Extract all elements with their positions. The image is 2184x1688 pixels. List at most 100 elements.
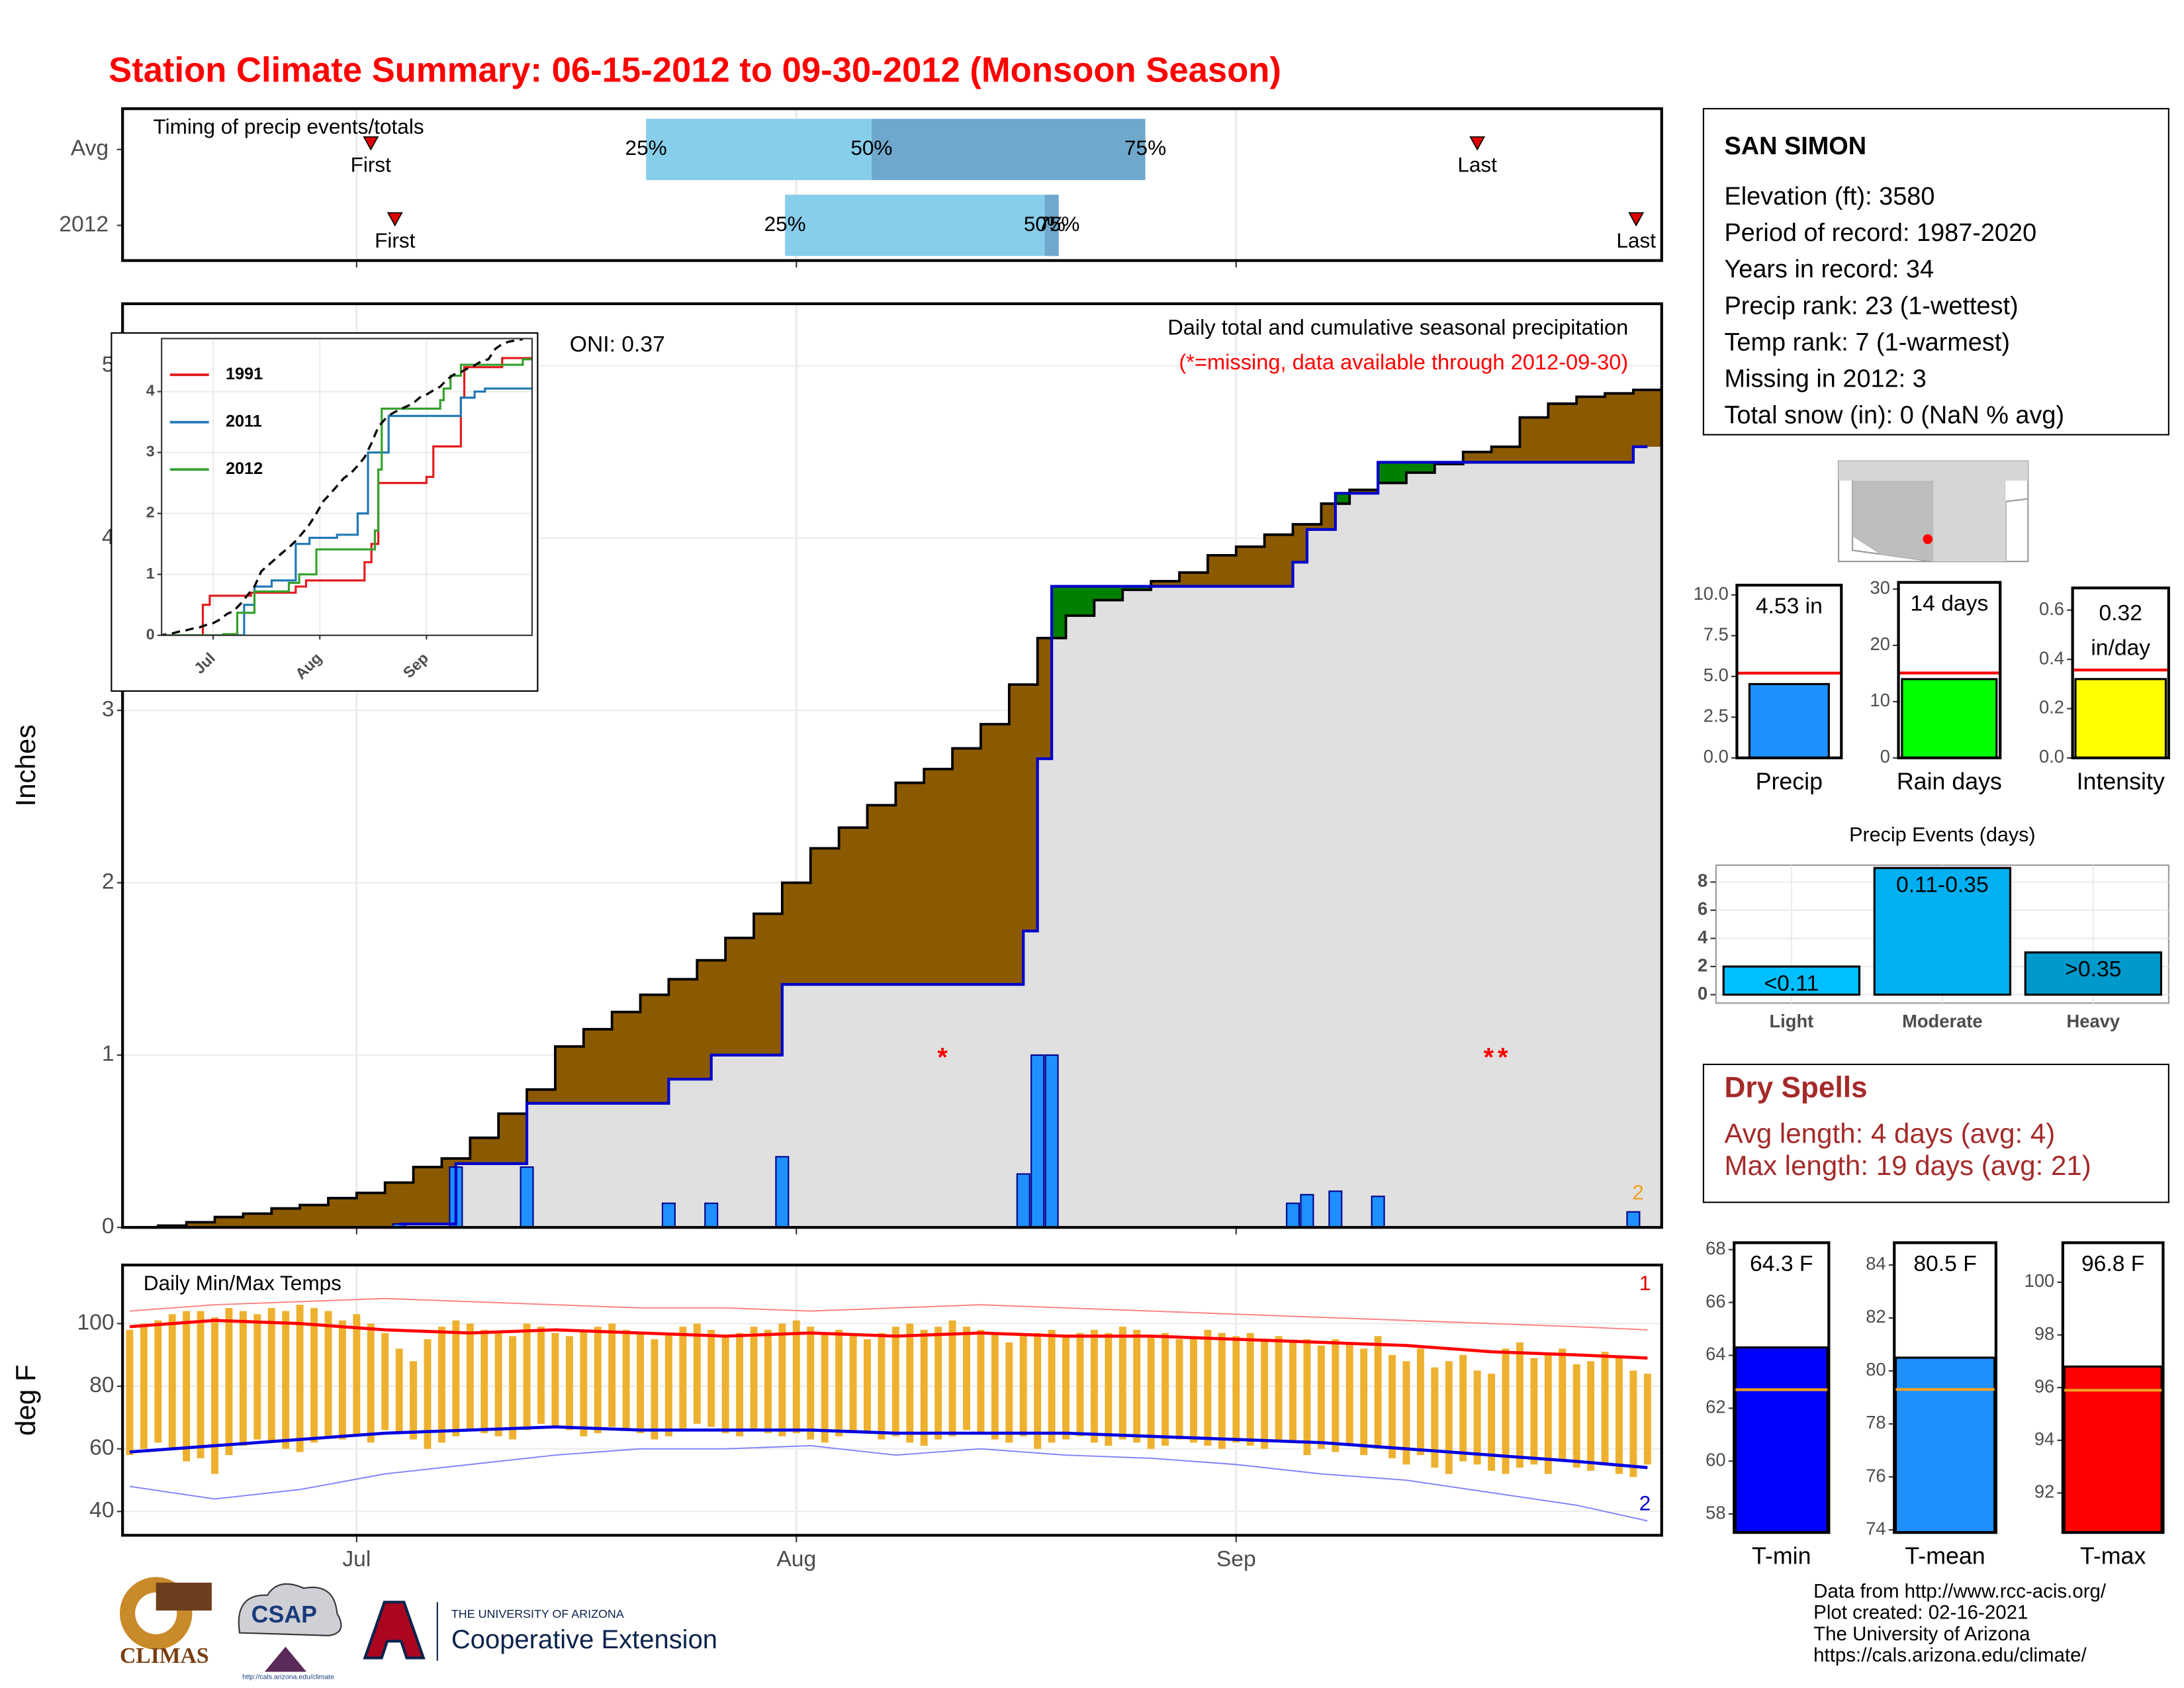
y-tick-label: 7.5 [1704, 624, 1729, 645]
temp-bar [1629, 1370, 1637, 1477]
percentile-label: 75% [1038, 212, 1079, 236]
y-tick-label: 60 [89, 1436, 114, 1460]
bar [1734, 1346, 1829, 1534]
y-tick-label: 2 [102, 869, 114, 894]
climas-emblem-band [156, 1582, 212, 1611]
row-label: 2012 [59, 212, 109, 236]
temp-bar [1374, 1336, 1382, 1449]
y-tick-label: 0.4 [2039, 647, 2064, 668]
temp-bar [679, 1327, 687, 1430]
temp-bar [239, 1311, 247, 1446]
plot-frame [1735, 583, 1843, 760]
temp-bar [891, 1327, 899, 1436]
y-tick-label: 0.2 [2039, 697, 2064, 718]
panel-title: Timing of precip events/totals [154, 115, 424, 138]
temp-bar [693, 1323, 701, 1424]
temp-bar [707, 1329, 715, 1427]
value-label: in/day [2091, 636, 2150, 661]
station-line: Missing in 2012: 3 [1724, 365, 1926, 393]
temp-bar [778, 1323, 786, 1436]
value-label: 0.11-0.35 [1896, 872, 1989, 897]
count-label: 2 [1632, 1180, 1644, 1204]
x-tick-label: Sep [1216, 1547, 1256, 1571]
footer-line: Data from http://www.rcc-acis.org/ [1813, 1580, 2107, 1602]
avg-max-line [129, 1319, 1648, 1360]
temp-bar [168, 1314, 176, 1449]
temp-bar [1431, 1367, 1439, 1468]
y-tick-label: 66 [1706, 1291, 1725, 1311]
percentile-label: 50% [850, 136, 892, 160]
station-name: SAN SIMON [1724, 132, 1866, 160]
y-tick-label: 40 [89, 1498, 114, 1523]
temp-bar [1204, 1329, 1212, 1446]
y-axis-label: Inches [10, 725, 41, 807]
temp-bar [637, 1333, 645, 1434]
y-tick-label: 30 [1870, 577, 1890, 598]
missing-marker: * [937, 1043, 948, 1072]
temp-bar [1643, 1374, 1651, 1465]
map-state [1852, 481, 1934, 562]
marker-label: Last [1616, 228, 1656, 252]
temp-bar [353, 1314, 361, 1436]
event-marker [1469, 136, 1486, 151]
bar [1901, 678, 1998, 759]
temp-bar [324, 1311, 332, 1436]
station-line: Total snow (in): 0 (NaN % avg) [1724, 402, 2064, 430]
csap-url: http://cals.arizona.edu/climate [242, 1673, 334, 1681]
percentile-label: 25% [764, 212, 806, 236]
temp-bar [466, 1323, 474, 1430]
temp-bar [310, 1307, 318, 1443]
footer-line: The University of Arizona [1813, 1623, 2030, 1645]
y-tick-label: 0.0 [2039, 746, 2064, 767]
logos: CLIMAS CSAP http://cals.arizona.edu/clim… [119, 1577, 717, 1681]
temp-bar [1133, 1329, 1141, 1443]
station-line: Elevation (ft): 3580 [1724, 183, 1934, 211]
daily-bar [1285, 1202, 1300, 1229]
category-label: Rain days [1897, 768, 2002, 794]
temp-bar [963, 1327, 970, 1430]
temp-bar [1232, 1336, 1240, 1443]
temp-bar [565, 1336, 573, 1430]
category-label: Intensity [2077, 768, 2165, 794]
temp-bar [1473, 1370, 1481, 1465]
missing-marker: * [1498, 1043, 1508, 1072]
y-tick-label: 5.0 [1704, 665, 1729, 685]
dry-spells-line: Avg length: 4 days (avg: 4) [1724, 1117, 2055, 1149]
temp-bar [1076, 1333, 1084, 1436]
temp-bar [1105, 1333, 1113, 1446]
plot-frame [1893, 1241, 1997, 1534]
y-tick-label: 6 [1698, 898, 1707, 919]
value-label: 96.8 F [2081, 1252, 2144, 1276]
map [1838, 460, 2029, 563]
y-tick-label: 74 [1866, 1518, 1886, 1538]
daily-bar [1044, 1054, 1059, 1229]
temp-bar [1317, 1345, 1325, 1449]
daily-bar [1016, 1173, 1030, 1229]
y-tick-label: 80 [1866, 1359, 1886, 1380]
temp-bar [1516, 1342, 1524, 1468]
y-tick-label: 20 [1870, 633, 1890, 654]
csap-mountain [264, 1646, 307, 1672]
category-label: T-min [1752, 1542, 1811, 1569]
y-tick-label: 68 [1706, 1238, 1725, 1258]
temp-bar [1246, 1333, 1254, 1446]
temp-bar [410, 1361, 418, 1440]
dry-spells-box [1702, 1063, 2169, 1203]
temp-bar [537, 1327, 545, 1424]
subtitle: Daily total and cumulative seasonal prec… [1167, 314, 1628, 339]
temp-bar [977, 1329, 985, 1434]
bar [1748, 682, 1830, 759]
missing-marker: * [1484, 1043, 1494, 1072]
temp-bar [267, 1307, 275, 1443]
temp-bar [1048, 1329, 1056, 1443]
climas-logo-text: CLIMAS [120, 1644, 209, 1668]
temp-bar [1005, 1342, 1013, 1443]
y-tick-label: 78 [1866, 1412, 1886, 1432]
series-line [161, 387, 532, 635]
temp-bar [1572, 1364, 1580, 1468]
y-tick-label: 1 [146, 565, 155, 582]
temp-bar [211, 1317, 218, 1474]
percentile-label: 25% [625, 136, 667, 160]
oni-label: ONI: 0.37 [570, 332, 665, 357]
